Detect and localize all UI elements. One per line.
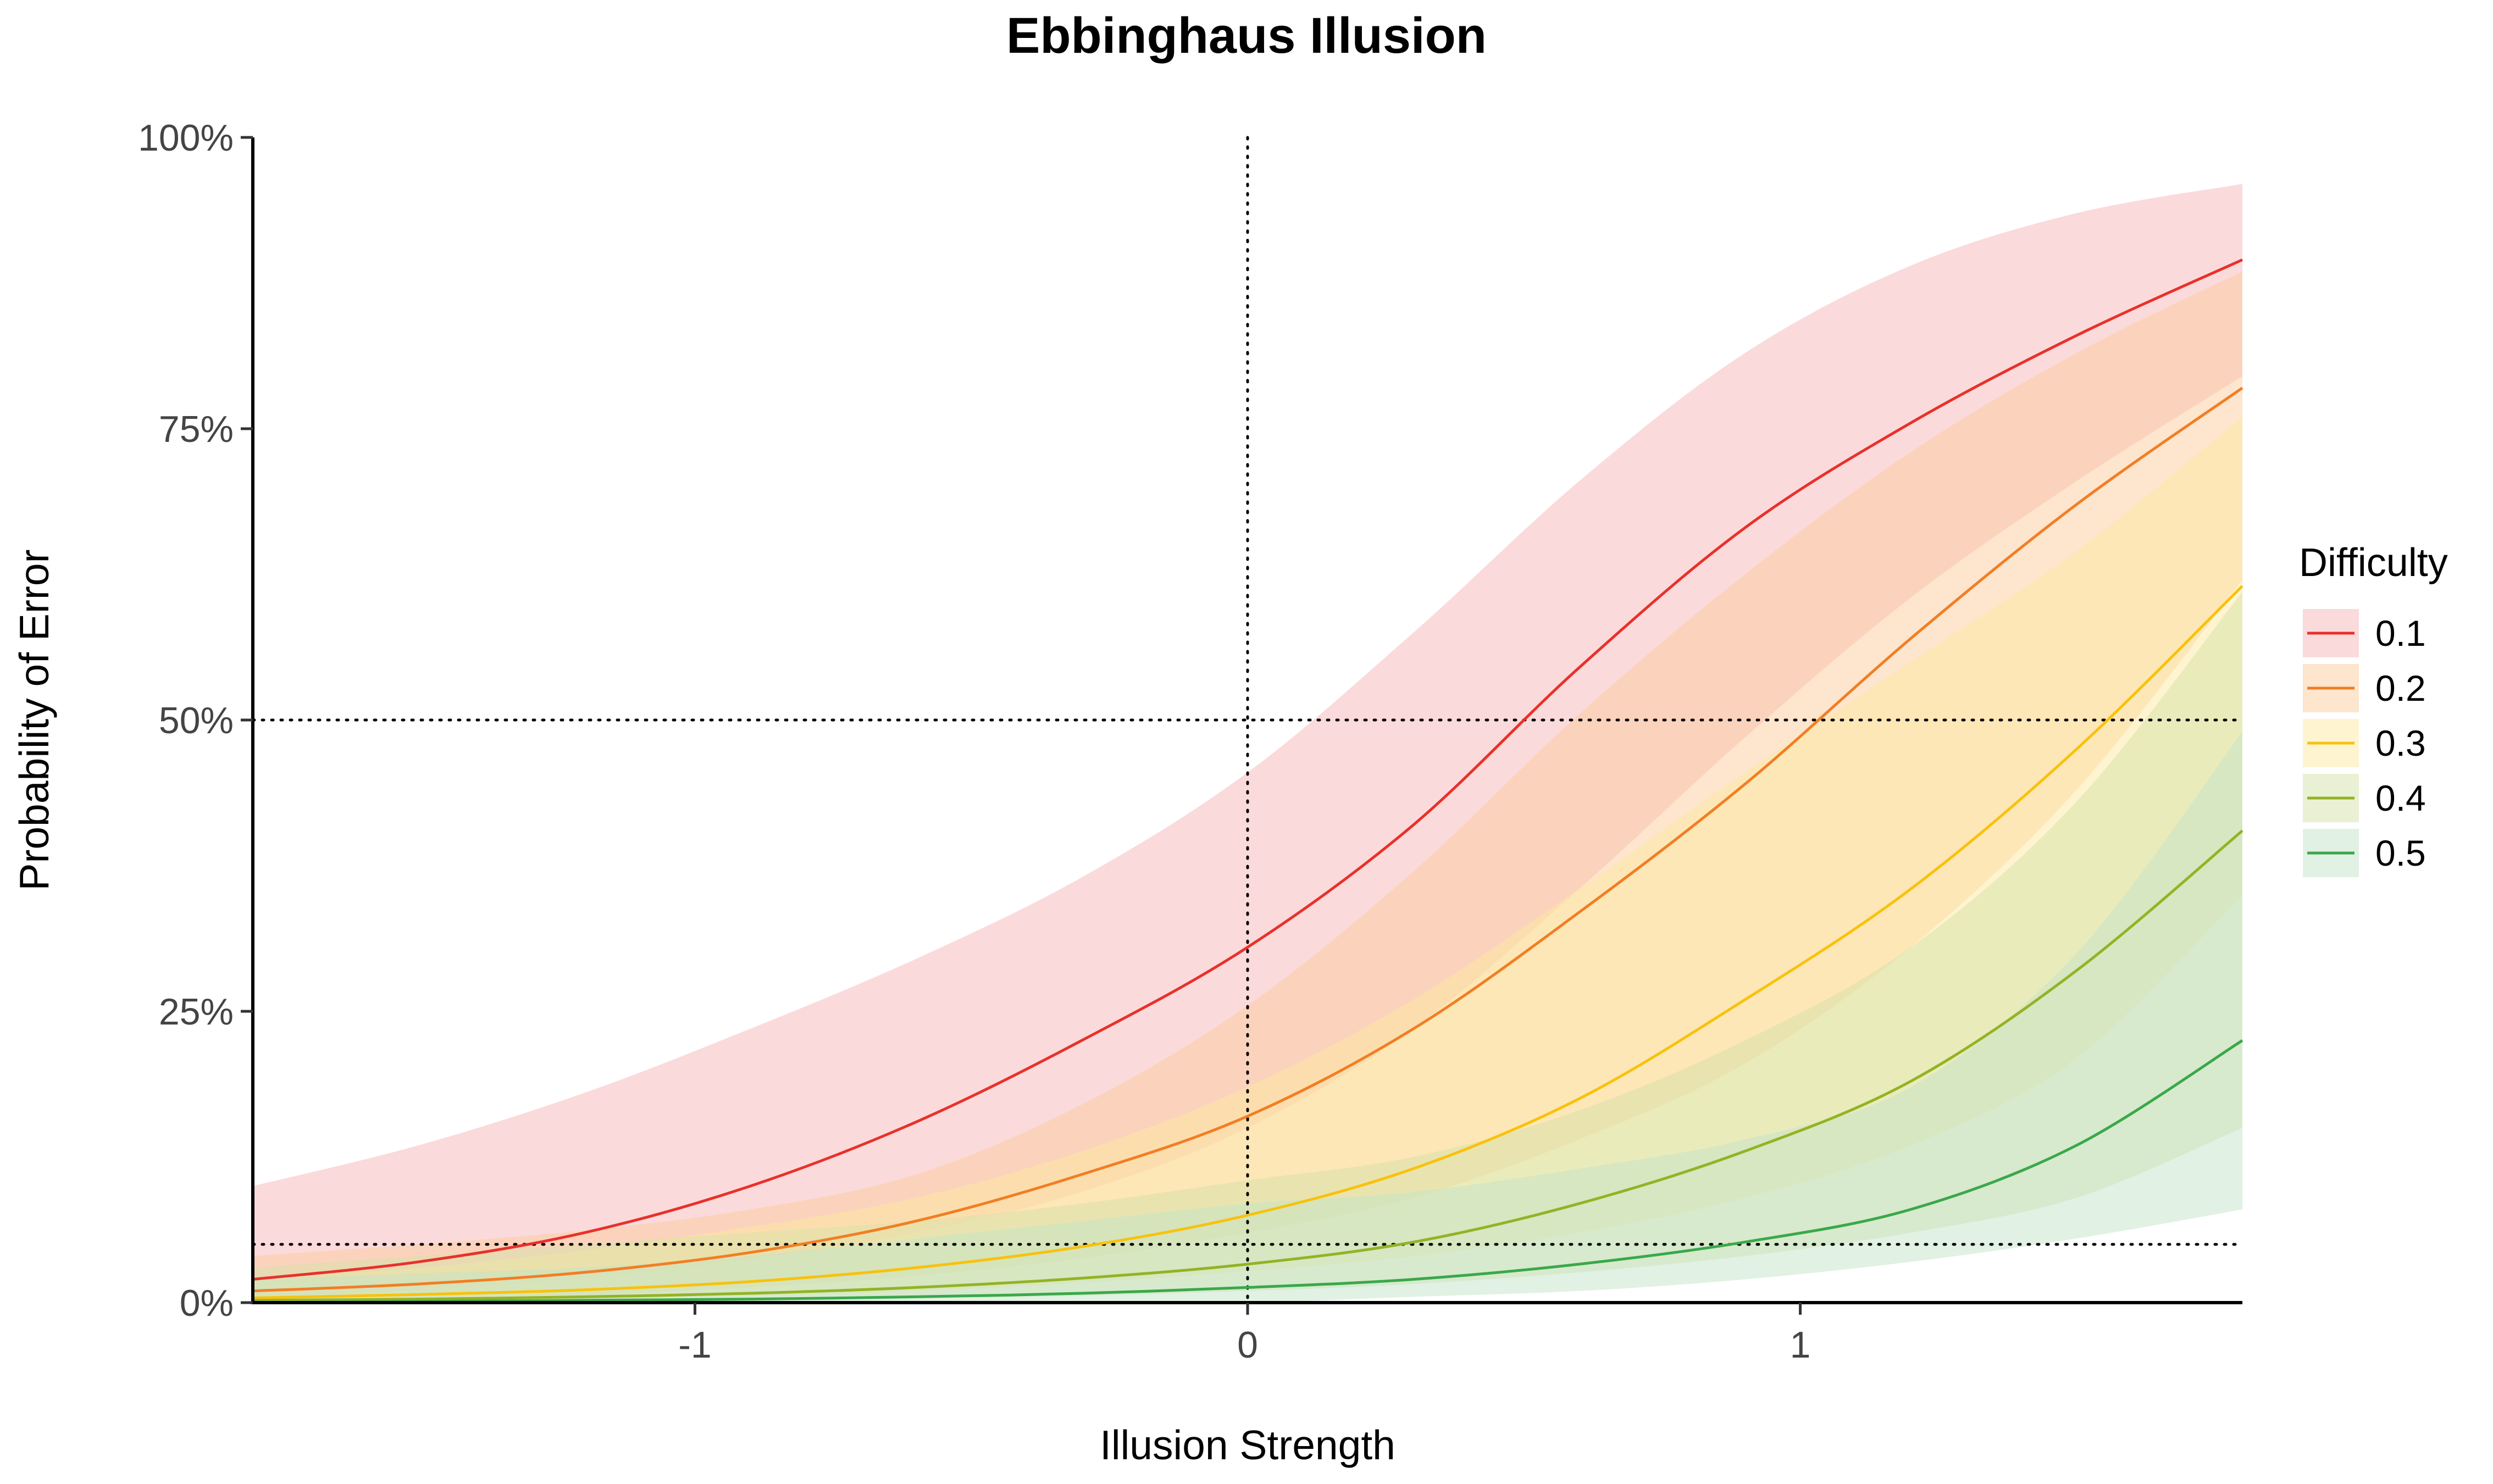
chart-title: Ebbinghaus Illusion — [1006, 8, 1487, 64]
legend-label-0.2: 0.2 — [2375, 668, 2426, 708]
y-axis-ticks: 0% 25% 50% 75% 100% — [138, 117, 253, 1324]
x-axis-title: Illusion Strength — [1100, 1422, 1395, 1468]
y-axis-title: Probability of Error — [11, 549, 57, 890]
legend-title: Difficulty — [2299, 541, 2448, 585]
series-line-0.2 — [252, 386, 2243, 1293]
legend: 0.1 0.2 0.3 0.4 0.5 — [2303, 609, 2426, 877]
series-lines — [252, 258, 2243, 1304]
confidence-band-0.5 — [253, 732, 2242, 1303]
legend-label-0.3: 0.3 — [2375, 723, 2426, 763]
y-tick-label: 75% — [159, 408, 234, 450]
x-axis-ticks: -1 0 1 — [678, 1303, 1810, 1366]
series-line-0.4 — [252, 829, 2243, 1302]
x-tick-label: 1 — [1790, 1324, 1811, 1366]
confidence-band-0.4 — [253, 591, 2242, 1303]
legend-label-0.5: 0.5 — [2375, 833, 2426, 873]
legend-label-0.4: 0.4 — [2375, 778, 2426, 818]
x-tick-label: 0 — [1237, 1324, 1258, 1366]
y-tick-label: 25% — [159, 991, 234, 1033]
y-tick-label: 50% — [159, 700, 234, 741]
x-tick-label: -1 — [678, 1324, 711, 1366]
confidence-band-0.1 — [253, 184, 2242, 1297]
confidence-bands — [253, 184, 2242, 1303]
series-line-0.5 — [252, 1039, 2243, 1304]
series-line-0.3 — [252, 585, 2243, 1299]
legend-label-0.1: 0.1 — [2375, 613, 2426, 654]
reference-lines — [251, 136, 2244, 1304]
y-tick-label: 0% — [180, 1282, 234, 1324]
series-line-0.1 — [252, 258, 2243, 1281]
y-tick-label: 100% — [138, 117, 234, 159]
